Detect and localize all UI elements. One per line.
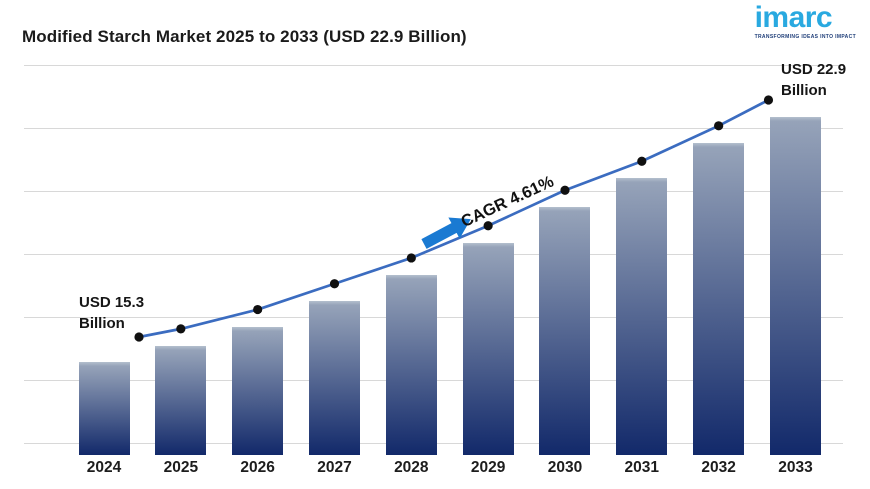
x-axis-label-2030: 2030 bbox=[547, 459, 583, 476]
data-point-marker-2025 bbox=[176, 324, 186, 334]
bar-2026 bbox=[232, 326, 284, 455]
gridline bbox=[24, 65, 843, 66]
x-axis-label-2033: 2033 bbox=[778, 459, 813, 476]
x-axis-label-2032: 2032 bbox=[701, 459, 736, 476]
bar-2033 bbox=[769, 117, 821, 455]
x-axis-label-2029: 2029 bbox=[470, 459, 506, 476]
x-axis-label-2024: 2024 bbox=[86, 459, 122, 476]
data-point-marker-2032 bbox=[714, 121, 724, 131]
bar-2027 bbox=[308, 300, 360, 455]
imarc-logo-tagline: TRANSFORMING IDEAS INTO IMPACT bbox=[754, 34, 856, 40]
x-axis-label-2025: 2025 bbox=[163, 459, 199, 476]
end-value-annotation: USD 22.9 Billion bbox=[781, 59, 846, 101]
trend-line bbox=[138, 98, 770, 339]
x-axis-label-2028: 2028 bbox=[394, 459, 429, 476]
x-axis-label-2027: 2027 bbox=[317, 459, 352, 476]
imarc-logo-wordmark: imarc bbox=[754, 1, 833, 34]
start-value-annotation: USD 15.3 Billion bbox=[79, 292, 144, 334]
chart-title: Modified Starch Market 2025 to 2033 (USD… bbox=[22, 27, 467, 46]
bar-2030 bbox=[539, 207, 591, 455]
data-point-marker-2031 bbox=[637, 156, 647, 166]
data-point-marker-2026 bbox=[253, 304, 263, 315]
start-value-line2: Billion bbox=[79, 315, 125, 332]
end-value-line1: USD 22.9 bbox=[781, 61, 847, 78]
bar-2024 bbox=[78, 362, 130, 455]
start-value-line1: USD 15.3 bbox=[79, 294, 145, 311]
gridline bbox=[24, 128, 843, 129]
bar-2032 bbox=[693, 142, 745, 455]
x-axis-label-2026: 2026 bbox=[240, 459, 275, 476]
data-point-marker-2027 bbox=[329, 279, 340, 289]
bar-2031 bbox=[616, 178, 668, 455]
bar-2029 bbox=[462, 242, 514, 455]
bar-2028 bbox=[385, 274, 437, 455]
imarc-logo: imarc TRANSFORMING IDEAS INTO IMPACT bbox=[755, 3, 856, 40]
bar-2025 bbox=[155, 345, 207, 455]
data-point-marker-2033 bbox=[763, 95, 774, 105]
data-point-marker-2029 bbox=[483, 221, 493, 231]
x-axis-label-2031: 2031 bbox=[624, 459, 660, 476]
end-value-line2: Billion bbox=[781, 82, 827, 99]
